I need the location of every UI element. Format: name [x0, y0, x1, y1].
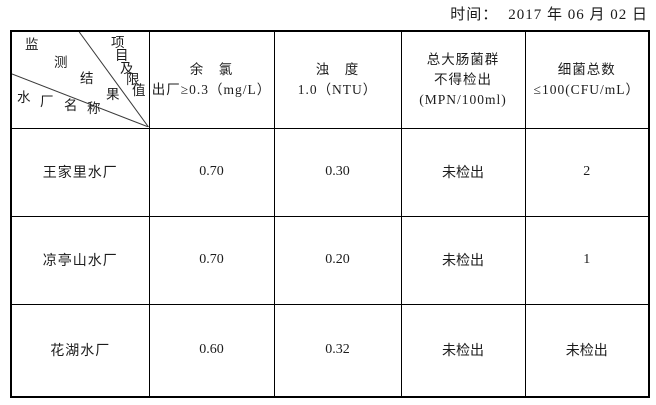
corner-monitor-char: 果: [106, 87, 120, 103]
corner-project-char: 项: [111, 35, 125, 51]
diagonal-corner-cell: 监 测 结 果 项 目 及 限 值 水 厂 名 称: [10, 30, 150, 129]
plant-name-cell: 花湖水厂: [10, 303, 150, 398]
column-header-line: 浊 度: [315, 61, 360, 77]
column-header-line: ≤100(CFU/mL）: [533, 81, 640, 97]
time-label: 时间：: [450, 7, 499, 23]
value-cell: 未检出: [400, 127, 526, 217]
corner-plant-char: 名: [64, 98, 78, 114]
column-header-line: 不得检出: [434, 71, 492, 87]
table-row: 王家里水厂 0.70 0.30 未检出 2: [10, 127, 650, 217]
column-header-line: 细菌总数: [557, 61, 616, 77]
value-cell: 0.20: [273, 215, 402, 305]
plant-name-cell: 凉亭山水厂: [10, 215, 150, 305]
value-cell: 0.30: [273, 127, 402, 217]
corner-plant-char: 厂: [40, 94, 54, 110]
header-row: 监 测 结 果 项 目 及 限 值 水 厂 名 称 余 氯 出厂≥0.3（mg/…: [10, 30, 650, 129]
column-header-line: 1.0（NTU）: [297, 81, 378, 97]
corner-monitor-char: 结: [80, 71, 94, 87]
corner-plant-char: 称: [87, 101, 101, 117]
corner-project-char: 值: [132, 83, 146, 99]
corner-monitor-char: 测: [54, 55, 68, 71]
value-cell: 0.70: [148, 127, 275, 217]
table-row: 凉亭山水厂 0.70 0.20 未检出 1: [10, 215, 650, 305]
corner-plant-char: 水: [17, 90, 31, 106]
corner-project-char: 及: [120, 61, 134, 77]
column-header-line: (MPN/100ml): [419, 91, 507, 107]
column-header-bacteria-count: 细菌总数 ≤100(CFU/mL）: [524, 30, 650, 129]
corner-project-char: 目: [115, 48, 129, 64]
column-header-turbidity: 浊 度 1.0（NTU）: [273, 30, 402, 129]
column-header-residual-chlorine: 余 氯 出厂≥0.3（mg/L）: [148, 30, 275, 129]
report-date-line: 时间： 2017 年 06 月 02 日: [0, 3, 648, 24]
time-value: 2017 年 06 月 02 日: [508, 7, 648, 23]
value-cell: 0.32: [273, 303, 402, 398]
value-cell: 未检出: [400, 215, 526, 305]
column-header-coliform: 总大肠菌群 不得检出 (MPN/100ml): [400, 30, 526, 129]
column-header-line: 余 氯: [189, 61, 234, 77]
value-cell: 2: [524, 127, 650, 217]
corner-project-char: 限: [126, 72, 140, 88]
table-row: 花湖水厂 0.60 0.32 未检出 未检出: [10, 303, 650, 398]
value-cell: 1: [524, 215, 650, 305]
plant-name-cell: 王家里水厂: [10, 127, 150, 217]
corner-monitor-char: 监: [25, 37, 39, 53]
value-cell: 未检出: [524, 303, 650, 398]
column-header-line: 出厂≥0.3（mg/L）: [151, 81, 272, 97]
water-quality-table: 监 测 结 果 项 目 及 限 值 水 厂 名 称 余 氯 出厂≥0.3（mg/…: [10, 30, 650, 398]
value-cell: 0.70: [148, 215, 275, 305]
column-header-line: 总大肠菌群: [426, 51, 500, 67]
value-cell: 未检出: [400, 303, 526, 398]
value-cell: 0.60: [148, 303, 275, 398]
diagonal-lines: [12, 32, 149, 128]
diagonal-corner: 监 测 结 果 项 目 及 限 值 水 厂 名 称: [12, 32, 149, 128]
